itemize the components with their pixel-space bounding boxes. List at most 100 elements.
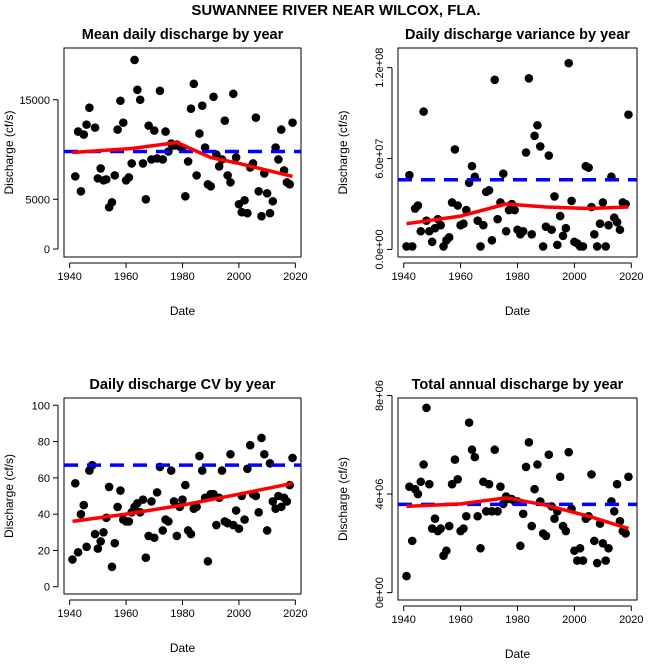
data-point [99, 527, 108, 537]
chart-title: Total annual discharge by year [412, 377, 624, 393]
data-point [70, 478, 80, 488]
y-tick-label: 20 [38, 545, 50, 557]
y-tick-label: 0 [44, 244, 50, 256]
data-point [430, 514, 440, 524]
data-point [195, 451, 204, 461]
data-point [231, 506, 241, 515]
data-point [450, 145, 460, 154]
data-point [234, 524, 244, 533]
data-point [245, 440, 255, 450]
data-point [535, 142, 545, 151]
figure-title: SUWANNEE RIVER NEAR WILCOX, FLA. [191, 2, 480, 19]
x-tick-label: 2020 [283, 608, 307, 620]
data-point [262, 526, 272, 535]
data-point [553, 240, 562, 250]
x-tick-label: 2020 [619, 271, 643, 283]
data-point [473, 511, 482, 521]
data-point [254, 187, 263, 196]
data-point [533, 460, 542, 469]
data-point [601, 556, 611, 565]
chart-title: Mean daily discharge by year [82, 27, 284, 43]
data-point [251, 491, 261, 501]
data-point [587, 470, 596, 479]
data-point [141, 194, 151, 204]
plot-frame [397, 397, 638, 601]
data-point [102, 175, 111, 184]
data-point [195, 129, 204, 138]
plot-area [64, 433, 301, 572]
y-tick-label: 0 [44, 582, 50, 594]
data-point [257, 211, 266, 221]
data-point [555, 211, 565, 221]
x-tick-label: 2000 [227, 608, 251, 620]
data-point [444, 521, 454, 531]
y-tick-label: 6.0e+07 [374, 139, 386, 179]
data-point [147, 497, 156, 506]
data-point [144, 121, 153, 130]
data-point [413, 201, 423, 210]
data-point [158, 526, 168, 535]
y-tick-label: 80 [38, 437, 50, 449]
data-point [541, 531, 551, 541]
plot-area [64, 48, 301, 221]
data-point [592, 242, 602, 251]
y-axis-label: Discharge (cf/s) [2, 110, 16, 194]
data-point [595, 219, 605, 228]
data-point [416, 226, 426, 236]
data-point [402, 571, 411, 581]
data-point [276, 502, 286, 512]
data-point [138, 159, 148, 168]
data-point [464, 418, 474, 427]
data-point [104, 482, 114, 492]
data-point [615, 516, 625, 526]
data-point [164, 517, 173, 526]
data-point [447, 479, 457, 489]
data-point [470, 452, 480, 462]
data-point [561, 526, 571, 536]
data-point [268, 497, 278, 506]
data-point [544, 450, 554, 459]
plot-frame [63, 397, 302, 595]
plot-area [398, 403, 637, 581]
data-point [453, 201, 463, 210]
data-point [453, 474, 463, 484]
data-point [578, 556, 588, 565]
data-point [181, 191, 190, 201]
data-point [178, 495, 187, 504]
data-point [612, 217, 622, 227]
data-point [501, 226, 511, 236]
data-point [450, 455, 460, 464]
x-tick-label: 1940 [391, 614, 415, 626]
data-point [461, 205, 471, 215]
data-point [262, 189, 272, 198]
data-point [590, 229, 599, 239]
data-point [493, 214, 502, 224]
data-point [550, 192, 559, 201]
y-tick-label: 8e+06 [374, 380, 386, 411]
data-point [419, 460, 428, 469]
data-point [133, 85, 142, 95]
data-point [220, 116, 230, 125]
data-point [149, 533, 159, 543]
chart-panel-4: Total annual discharge by year 1940 1960 19… [336, 377, 644, 661]
data-point [203, 557, 213, 566]
data-point [192, 171, 201, 180]
data-point [90, 123, 100, 132]
x-tick-label: 2000 [227, 271, 251, 283]
data-point [240, 195, 249, 205]
data-point [461, 511, 471, 521]
data-point [288, 118, 297, 127]
data-point [110, 171, 120, 180]
x-tick-label: 2000 [562, 271, 586, 283]
data-point [459, 524, 468, 533]
data-point [288, 453, 297, 463]
data-point [424, 479, 434, 489]
y-tick-label: 60 [38, 473, 50, 485]
data-point [609, 507, 619, 516]
data-point [413, 489, 423, 499]
data-point [76, 187, 86, 196]
data-point [550, 514, 559, 524]
data-point [226, 449, 235, 459]
data-point [624, 110, 633, 119]
